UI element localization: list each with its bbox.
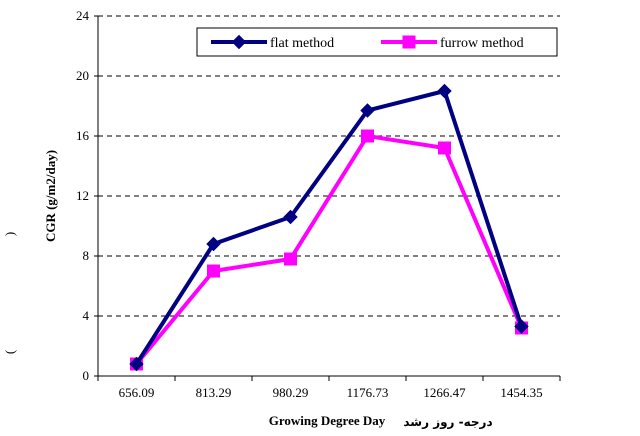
legend: flat method furrow method [196,27,558,57]
legend-items: flat method furrow method [211,34,524,51]
ticks: 0 4 8 12 16 20 24 656.09 813.29 980.29 1176.73 1266… [76,8,561,400]
legend-swatch-marker [402,35,416,49]
data-point [360,103,375,118]
legend-label: flat method [270,36,334,51]
legend-entry: flat method [211,34,334,51]
legend-entry: furrow method [381,35,524,51]
x-tick-label: 980.29 [273,385,309,400]
data-point [129,356,144,372]
legend-label: furrow method [440,36,524,51]
legend-swatch-marker [231,34,247,50]
series-flat-method [129,83,529,372]
y-tick-label: 24 [76,8,90,23]
y-tick-label: 20 [76,68,89,83]
y-tick-label: 4 [83,308,90,323]
y-axis-title: CGR (g/m2/day) [43,150,58,242]
y-axis-paren-open: ) [2,232,17,236]
data-point [207,264,220,278]
x-tick-label: 656.09 [119,385,155,400]
x-tick-label: 1454.35 [500,385,542,400]
series-line [134,89,524,366]
x-tick-label: 1176.73 [347,385,389,400]
data-point [438,141,451,155]
data-point [361,129,374,143]
y-axis-paren-close: ( [2,350,17,354]
data-point [514,319,529,334]
y-tick-label: 0 [83,368,90,383]
x-tick-label: 813.29 [196,385,232,400]
data-point [284,252,297,266]
x-tick-label: 1266.47 [423,385,466,400]
series-line [134,134,524,366]
data-point [206,236,221,252]
data-point [283,209,298,225]
y-tick-label: 16 [76,128,90,143]
series [129,83,529,372]
y-tick-label: 8 [83,248,90,263]
x-axis-title: Growing Degree Day [269,413,386,428]
x-axis-title-persian: درجه- روز رشد [403,415,492,430]
y-tick-label: 12 [76,188,89,203]
data-point [437,83,452,99]
